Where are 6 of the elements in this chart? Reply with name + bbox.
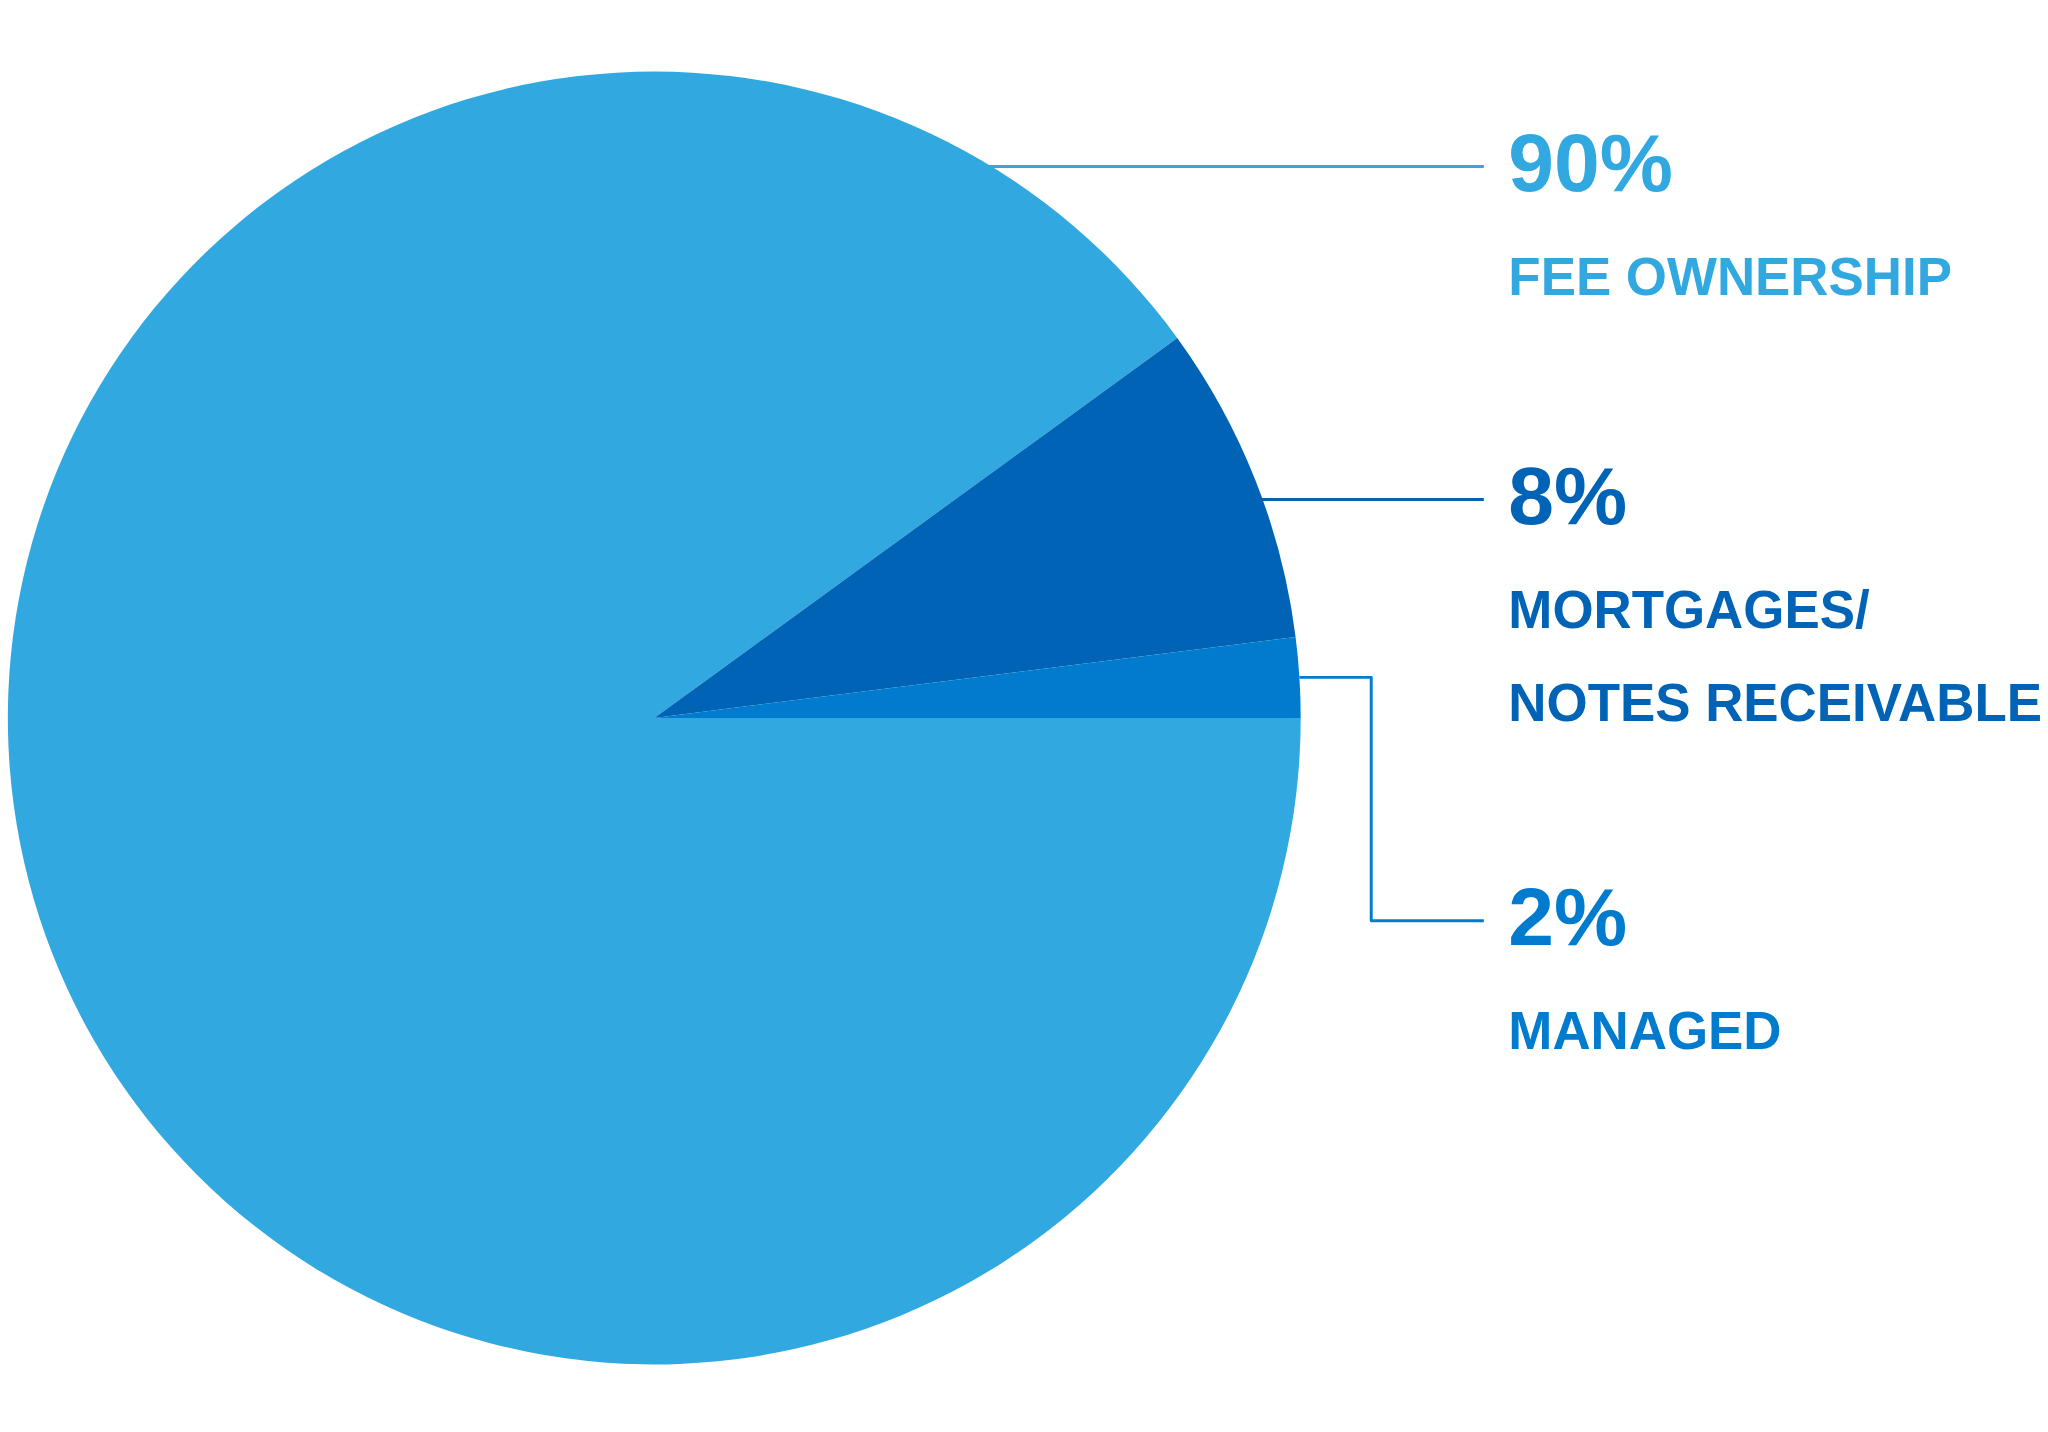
slice-label: MORTGAGES/ NOTES RECEIVABLE — [1508, 579, 2043, 732]
slice-label: FEE OWNERSHIP — [1508, 246, 1952, 306]
data-label: 90% — [1508, 117, 1673, 209]
data-label: 2% — [1508, 871, 1628, 963]
data-label: 8% — [1508, 450, 1628, 542]
slice-label: MANAGED — [1508, 1001, 1782, 1061]
